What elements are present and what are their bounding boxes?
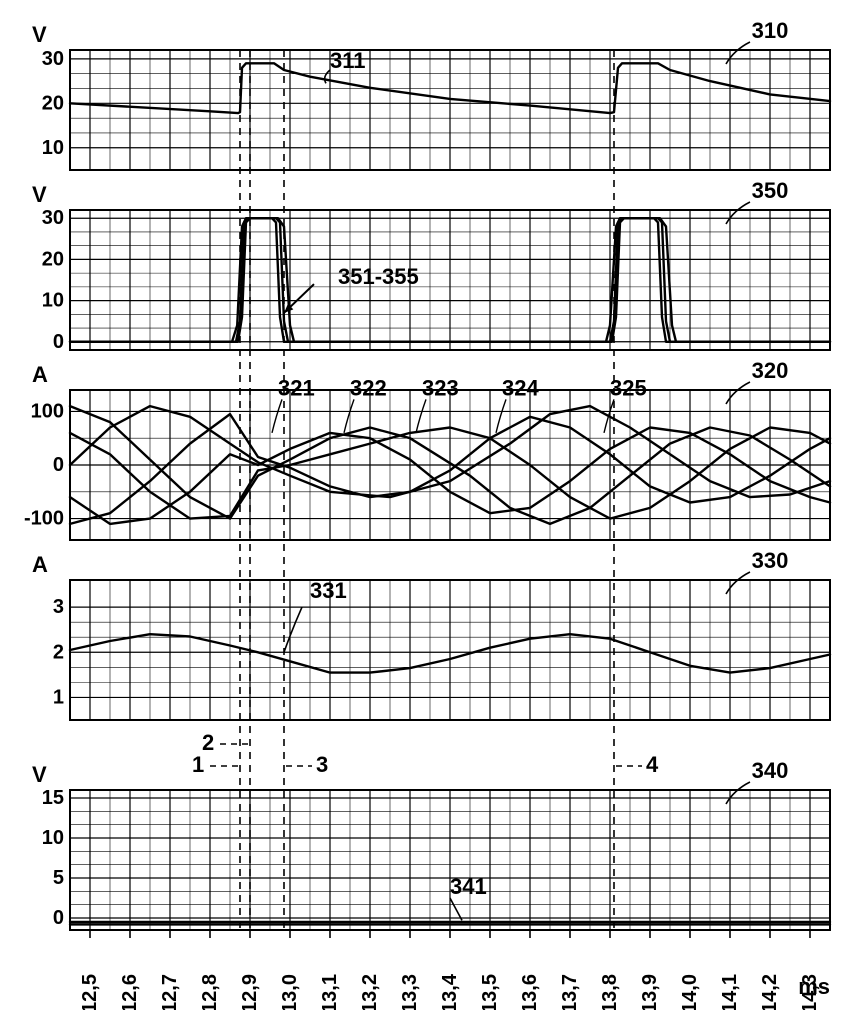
x-tick-label: 12,8 <box>199 974 221 1010</box>
y-axis-unit: V <box>32 762 47 787</box>
panel-ref-310: 310 <box>752 18 789 43</box>
callout-341: 341 <box>450 874 487 899</box>
x-tick-label: 14,2 <box>759 974 781 1010</box>
y-tick-label: 20 <box>42 248 64 270</box>
x-tick-label: 14,1 <box>719 974 741 1010</box>
y-tick-label: 10 <box>42 137 64 159</box>
x-tick-label: 12,9 <box>239 974 261 1010</box>
x-tick-label: 13,9 <box>639 974 661 1010</box>
y-tick-label: 5 <box>53 867 64 889</box>
leader-331 <box>284 607 302 652</box>
x-tick-label: 13,4 <box>439 973 461 1010</box>
callout-322: 322 <box>350 375 387 400</box>
x-tick-label: 13,7 <box>559 974 581 1010</box>
y-tick-label: 0 <box>53 454 64 476</box>
event-label-4: 4 <box>646 752 659 777</box>
y-tick-label: 0 <box>53 907 64 929</box>
y-tick-label: 15 <box>42 787 64 809</box>
y-axis-unit: A <box>32 362 48 387</box>
x-tick-label: 14,0 <box>679 974 701 1010</box>
callout-351-355: 351-355 <box>338 264 419 289</box>
x-tick-label: 13,8 <box>599 974 621 1010</box>
leader-323 <box>416 399 426 433</box>
y-tick-label: 10 <box>42 827 64 849</box>
x-tick-label: 13,0 <box>279 974 301 1010</box>
leader-341 <box>450 898 462 920</box>
x-tick-label: 13,1 <box>319 974 341 1010</box>
x-tick-label: 13,6 <box>519 974 541 1010</box>
callout-331: 331 <box>310 578 347 603</box>
y-tick-label: 20 <box>42 92 64 114</box>
y-tick-label: 0 <box>53 331 64 353</box>
multi-panel-oscilloscope-figure: V102030310311V0102030350351-355A-1000100… <box>10 10 836 1015</box>
leader-321 <box>272 399 282 433</box>
callout-325: 325 <box>610 375 647 400</box>
leader-322 <box>344 399 354 433</box>
panel-ref-330: 330 <box>752 548 789 573</box>
x-tick-label: 13,3 <box>399 974 421 1010</box>
y-tick-label: 3 <box>53 596 64 618</box>
callout-323: 323 <box>422 375 459 400</box>
x-tick-label: 12,6 <box>119 974 141 1010</box>
x-tick-label: 12,5 <box>79 974 101 1010</box>
figure-svg: V102030310311V0102030350351-355A-1000100… <box>10 10 846 1010</box>
y-axis-unit: V <box>32 182 47 207</box>
y-tick-label: 30 <box>42 207 64 229</box>
y-axis-unit: A <box>32 552 48 577</box>
leader-324 <box>496 399 506 433</box>
y-axis-unit: V <box>32 22 47 47</box>
callout-311: 311 <box>330 48 366 73</box>
x-axis-unit: ms <box>798 974 830 999</box>
panel-ref-340: 340 <box>752 758 789 783</box>
y-tick-label: 100 <box>31 400 64 422</box>
y-tick-label: -100 <box>24 508 64 530</box>
y-tick-label: 10 <box>42 290 64 312</box>
x-tick-label: 13,5 <box>479 974 501 1010</box>
x-tick-label: 13,2 <box>359 974 381 1010</box>
y-tick-label: 2 <box>53 641 64 663</box>
leader-325 <box>604 399 614 433</box>
event-label-1: 1 <box>192 752 204 777</box>
y-tick-label: 1 <box>53 686 64 708</box>
event-label-3: 3 <box>316 752 328 777</box>
y-tick-label: 30 <box>42 48 64 70</box>
callout-324: 324 <box>502 375 539 400</box>
panel-ref-320: 320 <box>752 358 789 383</box>
panel-ref-350: 350 <box>752 178 789 203</box>
x-tick-label: 12,7 <box>159 974 181 1010</box>
